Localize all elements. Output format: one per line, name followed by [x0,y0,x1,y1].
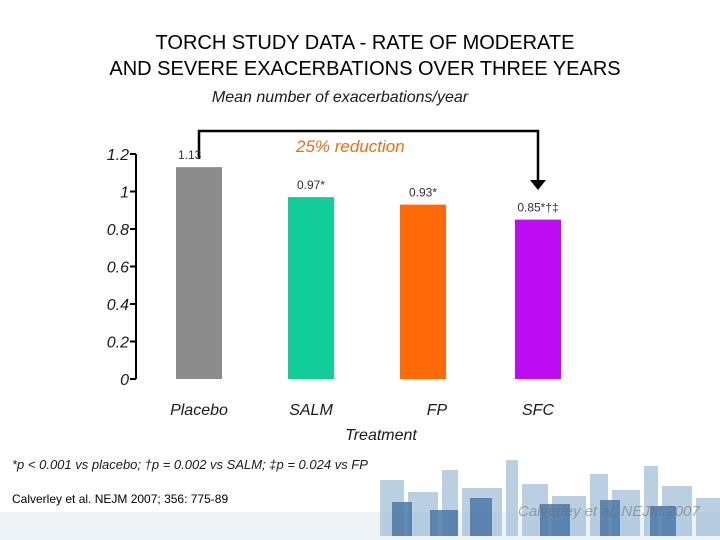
chart-title: TORCH STUDY DATA - RATE OF MODERATE AND … [90,30,640,82]
y-tick-label-4: 0.8 [107,222,129,239]
y-tick-label-6: 1.2 [107,147,129,164]
value-label-salm: 0.97* [297,178,325,192]
bar-chart: 0 0.2 0.4 0.6 0.8 1 1.2 1.13 Placebo 0.97* SALM 0.… [107,129,561,440]
bracket-arrowhead [530,180,546,190]
bar-fp [400,204,446,379]
x-label-fp: FP [427,402,448,419]
chart-title-line-2: AND SEVERE EXACERBATIONS OVER THREE YEAR… [109,58,621,80]
x-label-salm: SALM [289,402,333,419]
watermark: Calverley et al. NEJM 2007 [518,503,700,520]
y-tick-label-3: 0.6 [107,260,129,277]
x-axis-title: Treatment [345,427,417,440]
significance-footnote: *p < 0.001 vs placebo; †p = 0.002 vs SAL… [12,457,368,472]
x-label-sfc: SFC [522,402,554,419]
bracket-line [197,129,540,180]
y-tick-label-1: 0.2 [107,335,129,352]
y-axis-title: Mean number of exacerbations/year [211,89,469,106]
bar-salm [288,197,334,379]
bar-sfc [515,219,561,379]
y-tick-label-2: 0.4 [107,297,129,314]
value-label-sfc: 0.85*†‡ [517,201,558,215]
bars [176,167,561,379]
citation: Calverley et al. NEJM 2007; 356: 775-89 [12,492,229,506]
city-skyline-decoration [0,460,720,540]
value-label-fp: 0.93* [409,186,437,200]
comparison-bracket [197,129,546,190]
chart-title-line-1: TORCH STUDY DATA - RATE OF MODERATE [155,32,575,54]
reduction-annotation: 25% reduction [296,137,405,156]
labels: 1.13 Placebo 0.97* SALM 0.93* FP 0.85*†‡ SFC Tre… [170,148,559,440]
y-tick-label-0: 0 [120,372,129,389]
value-label-placebo: 1.13 [178,148,202,162]
x-label-placebo: Placebo [170,402,228,419]
bar-placebo [176,167,222,379]
y-axis: 0 0.2 0.4 0.6 0.8 1 1.2 [107,147,137,389]
y-tick-label-5: 1 [120,185,129,202]
